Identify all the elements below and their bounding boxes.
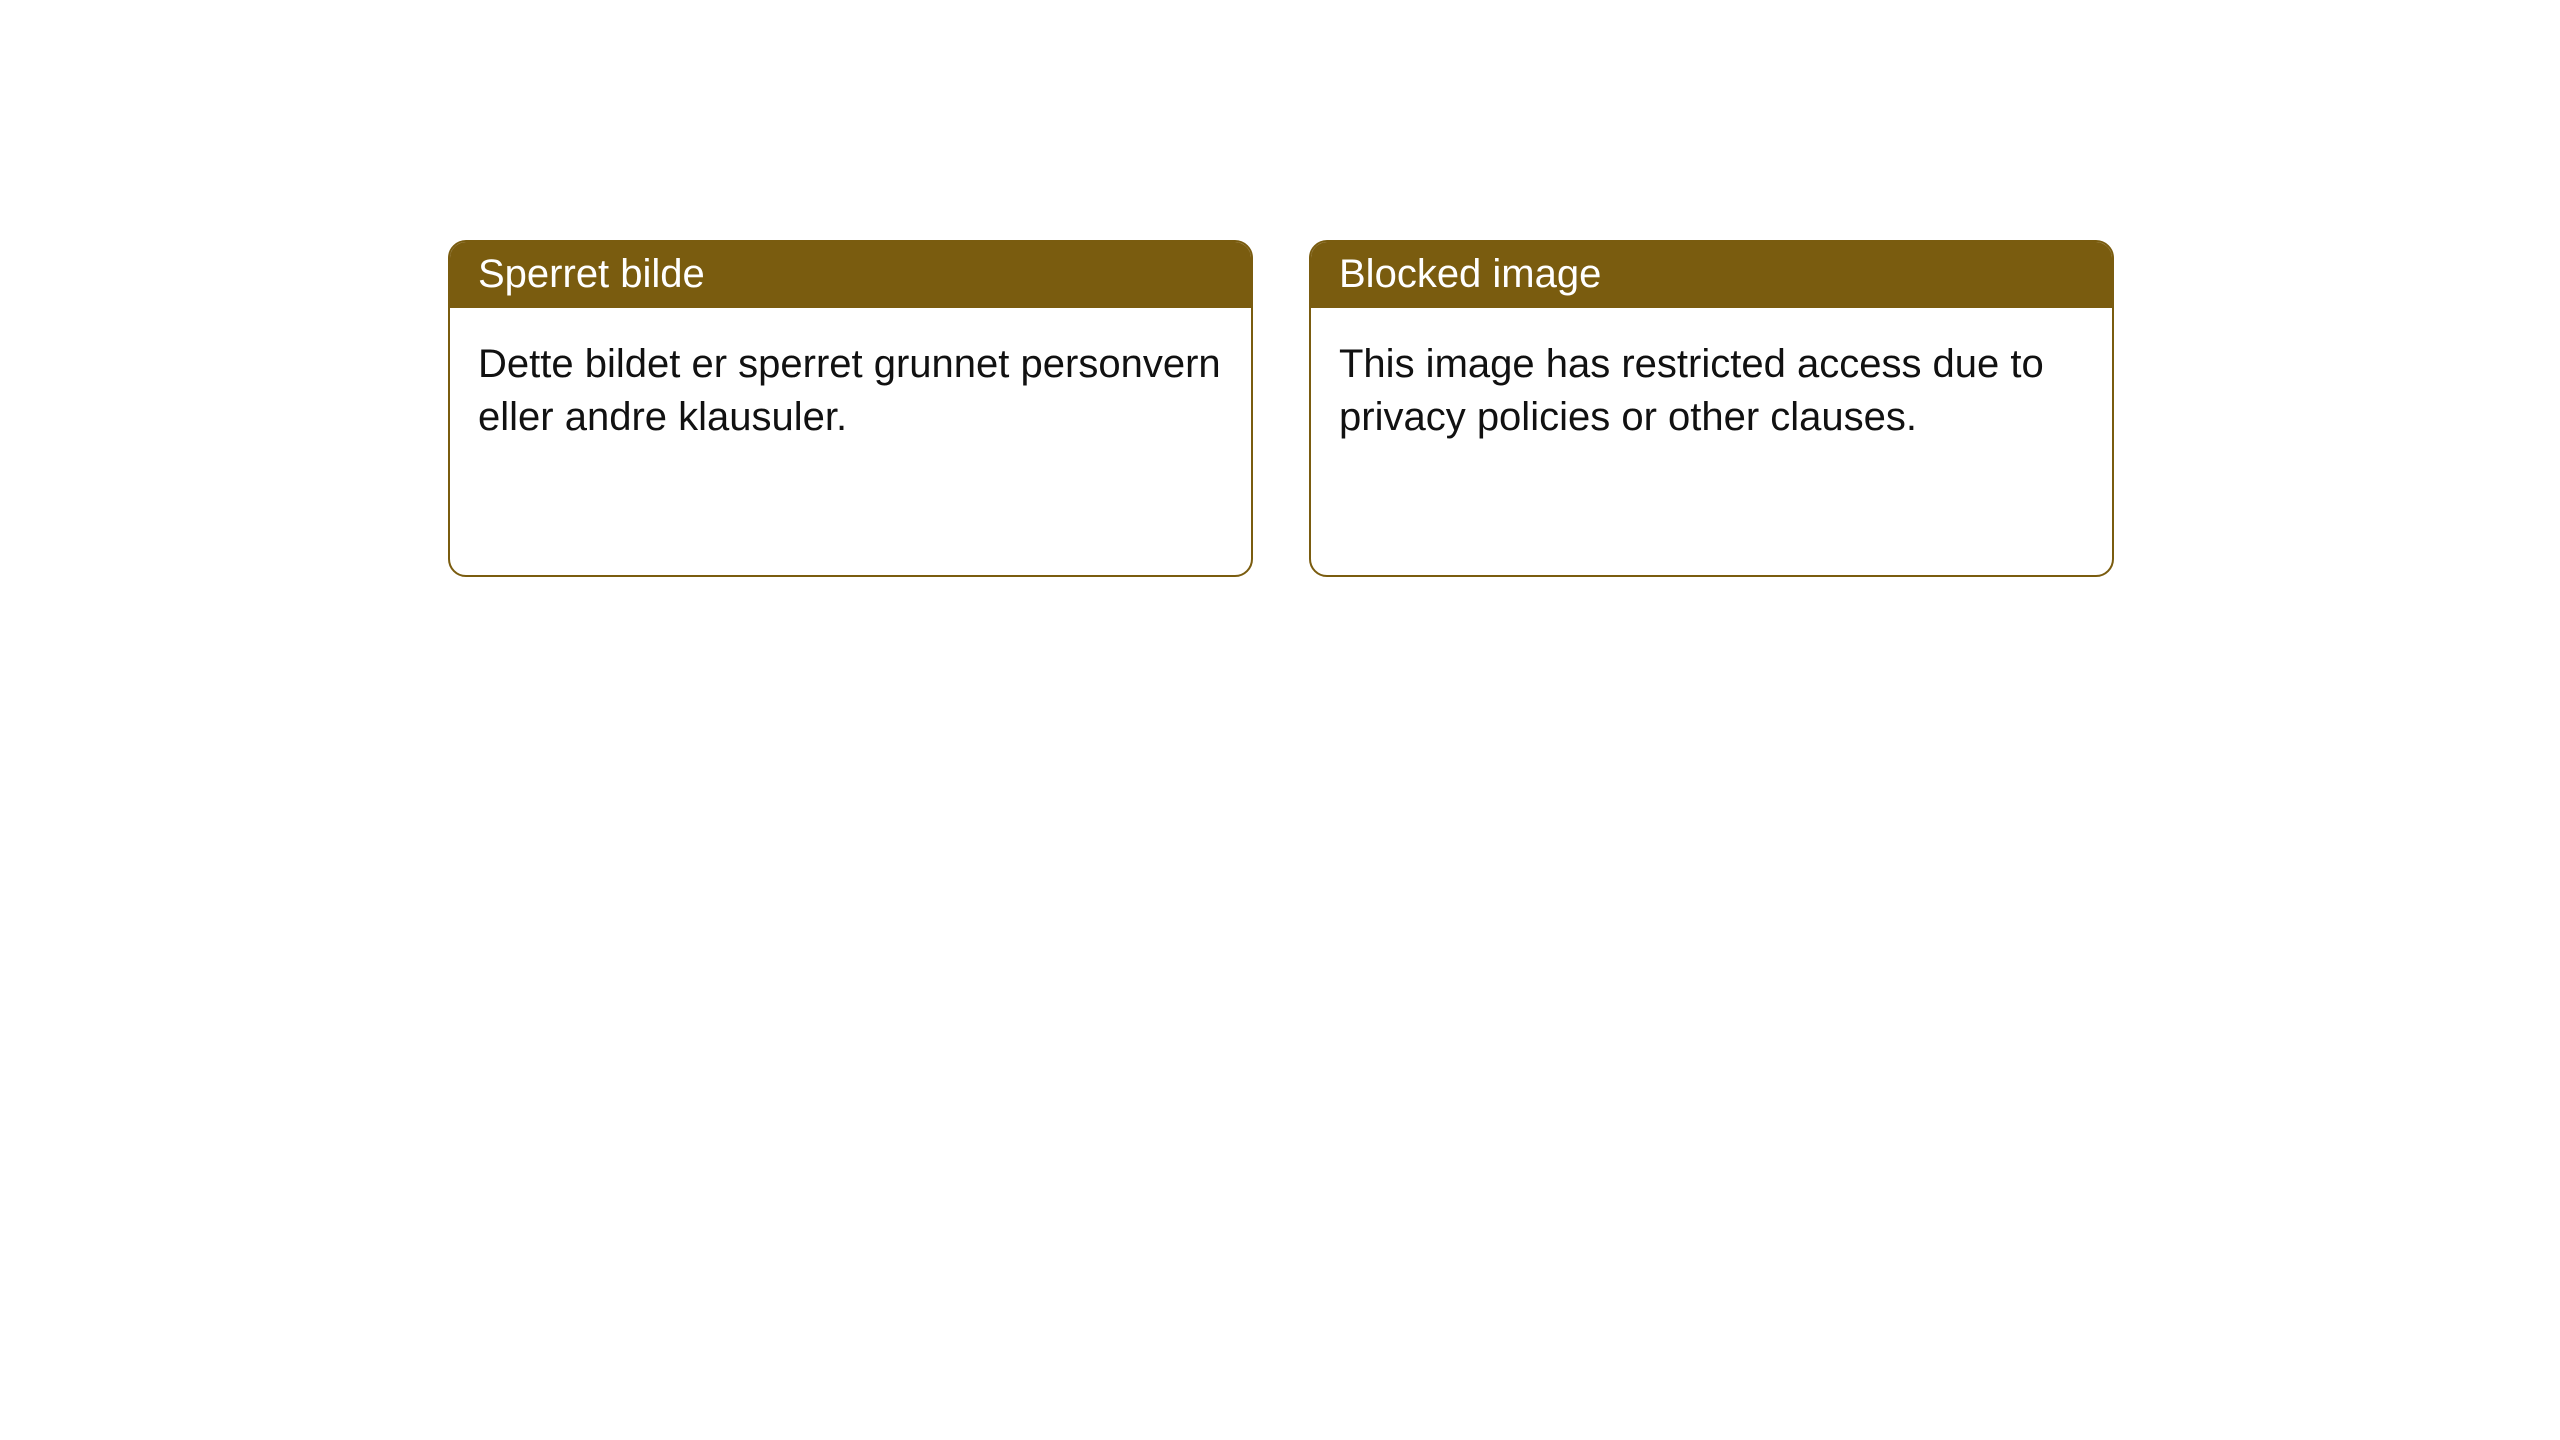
blocked-image-card-no: Sperret bilde Dette bildet er sperret gr…: [448, 240, 1253, 577]
card-header-en: Blocked image: [1311, 242, 2112, 308]
card-header-no: Sperret bilde: [450, 242, 1251, 308]
card-body-en: This image has restricted access due to …: [1311, 308, 2112, 474]
blocked-image-card-en: Blocked image This image has restricted …: [1309, 240, 2114, 577]
notice-container: Sperret bilde Dette bildet er sperret gr…: [0, 0, 2560, 577]
card-body-no: Dette bildet er sperret grunnet personve…: [450, 308, 1251, 474]
